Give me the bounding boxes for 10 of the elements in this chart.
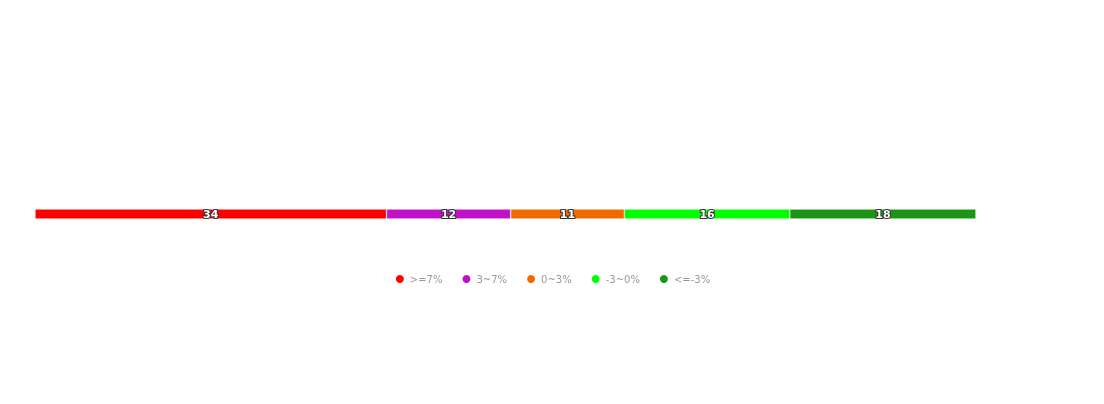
legend-label: 3~7% <box>476 273 508 285</box>
data-label: 16 <box>699 207 716 221</box>
legend-label: <=-3% <box>673 273 711 285</box>
legend-label: >=7% <box>409 273 443 285</box>
legend-label: 0~3% <box>541 273 572 285</box>
legend-label: -3~0% <box>605 273 640 285</box>
data-label: 11 <box>559 207 576 221</box>
data-label: 12 <box>440 207 457 221</box>
data-label: 18 <box>875 207 891 221</box>
data-label: 34 <box>203 207 219 221</box>
